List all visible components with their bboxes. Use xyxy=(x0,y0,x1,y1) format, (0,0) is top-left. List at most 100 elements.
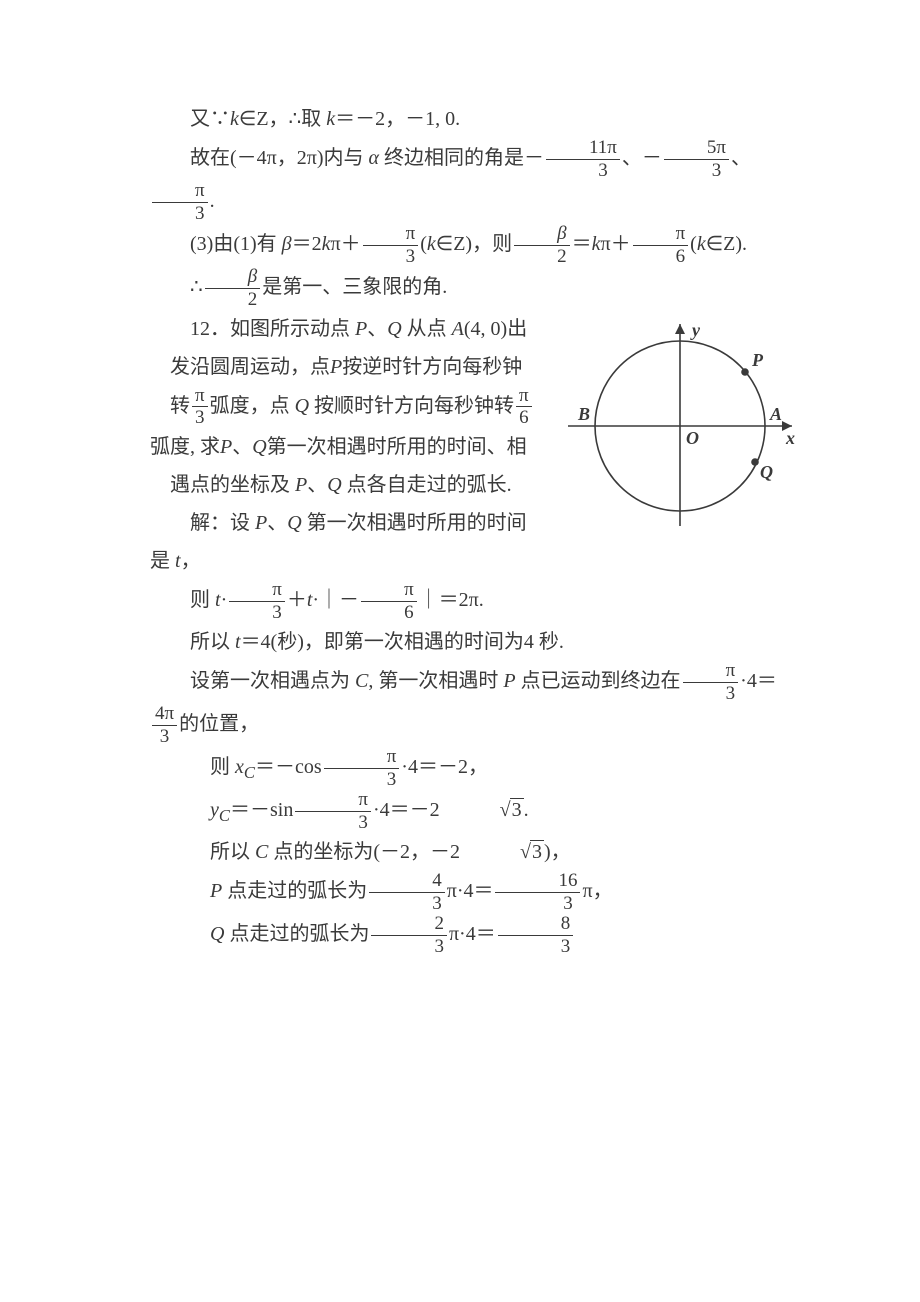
text: ＝2 xyxy=(292,233,322,255)
denominator: 3 xyxy=(192,407,208,428)
text: ｜＝2π. xyxy=(419,589,484,611)
text: 、 xyxy=(307,474,327,496)
text: 是 xyxy=(150,550,175,572)
text: . xyxy=(524,799,529,821)
fraction: π6 xyxy=(633,224,689,267)
var-p: P xyxy=(503,670,515,692)
text: ·4＝－2 xyxy=(373,799,440,821)
text: 、 xyxy=(367,318,387,340)
fraction: 5π3 xyxy=(664,138,729,181)
sqrt: √3 xyxy=(440,791,524,829)
text: ， xyxy=(181,550,201,572)
para-1: 又∵k∈Z，∴取 k＝－2，－1, 0. xyxy=(150,100,800,138)
denominator: 3 xyxy=(152,203,208,224)
text: ∈Z). xyxy=(706,233,747,255)
numerator: β xyxy=(205,267,261,289)
text: 弧度，点 xyxy=(210,395,295,417)
text: π·4＝ xyxy=(449,923,496,945)
numerator: 11π xyxy=(546,138,620,160)
text: ＝－2，－1, 0. xyxy=(335,108,460,130)
sol-eq1: 则 t·π3＋t·｜－π6｜＝2π. xyxy=(150,580,800,623)
text: 、 xyxy=(267,512,287,534)
text: 发沿圆周运动，点 xyxy=(170,356,330,378)
fraction: π3 xyxy=(295,790,371,833)
sol-yc: yC＝－sinπ3·4＝－2√3. xyxy=(150,790,800,833)
denominator: 3 xyxy=(371,936,447,957)
denominator: 3 xyxy=(683,683,739,704)
text: 弧度, 求 xyxy=(150,436,220,458)
text: 设第一次相遇点为 xyxy=(190,670,355,692)
fraction: π3 xyxy=(192,386,208,429)
denominator: 3 xyxy=(152,726,177,747)
text: 又∵ xyxy=(190,108,230,130)
denominator: 3 xyxy=(363,246,419,267)
page: 又∵k∈Z，∴取 k＝－2，－1, 0. 故在(－4π，2π)内与 α 终边相同… xyxy=(0,0,920,1017)
text: 则 xyxy=(190,589,215,611)
label-o: O xyxy=(686,428,699,448)
text: · xyxy=(221,589,228,611)
text: 故在(－4π，2π)内与 xyxy=(190,147,369,169)
fraction: π3 xyxy=(152,181,208,224)
text: 的位置， xyxy=(179,713,259,735)
point-p xyxy=(741,368,749,376)
var-c: C xyxy=(355,670,368,692)
denominator: 6 xyxy=(516,407,532,428)
text: π＋ xyxy=(331,233,361,255)
question-number: 12． xyxy=(190,318,230,340)
fraction: π3 xyxy=(683,661,739,704)
denominator: 3 xyxy=(295,812,371,833)
fraction: 83 xyxy=(498,914,574,957)
text: )， xyxy=(544,841,571,863)
numerator: 2 xyxy=(371,914,447,936)
fraction: 23 xyxy=(371,914,447,957)
figure-wrap: y x P Q A B O xyxy=(560,316,800,549)
numerator: π xyxy=(683,661,739,683)
numerator: π xyxy=(361,580,417,602)
text: ∈Z，∴取 xyxy=(239,108,326,130)
text: ＝－sin xyxy=(230,799,293,821)
text: ( xyxy=(420,233,427,255)
numerator: π xyxy=(633,224,689,246)
fraction: β2 xyxy=(514,224,570,267)
text: ·4＝－2， xyxy=(401,756,488,778)
text: 转 xyxy=(170,395,190,417)
var-p: P xyxy=(220,436,232,458)
numerator: β xyxy=(514,224,570,246)
fraction: π6 xyxy=(361,580,417,623)
text: 所以 xyxy=(190,631,235,653)
var-q: Q xyxy=(387,318,401,340)
text: ＝－cos xyxy=(255,756,322,778)
sol-arc-p: P 点走过的弧长为43π·4＝163π， xyxy=(150,871,800,914)
denominator: 3 xyxy=(664,160,729,181)
numerator: 4π xyxy=(152,704,177,726)
var-q: Q xyxy=(252,436,266,458)
sol-xc: 则 xC＝－cosπ3·4＝－2， xyxy=(150,747,800,790)
label-y: y xyxy=(690,320,701,340)
text: 、 xyxy=(232,436,252,458)
text: 点走过的弧长为 xyxy=(222,880,367,902)
var-p: P xyxy=(330,356,342,378)
fraction: 43 xyxy=(369,871,445,914)
var-k: k xyxy=(427,233,436,255)
fraction: π3 xyxy=(229,580,285,623)
text: 所以 xyxy=(210,841,255,863)
var-k: k xyxy=(697,233,706,255)
circle-diagram: y x P Q A B O xyxy=(560,316,800,536)
para-3: (3)由(1)有 β＝2kπ＋π3(k∈Z)，则β2＝kπ＋π6(k∈Z). xyxy=(150,224,800,267)
sol-line3: 所以 t＝4(秒)，即第一次相遇的时间为4 秒. xyxy=(150,623,800,661)
var-k: k xyxy=(326,108,335,130)
text: ＝4(秒)，即第一次相遇的时间为4 秒. xyxy=(241,631,564,653)
numerator: π xyxy=(229,580,285,602)
text: 如图所示动点 xyxy=(230,318,355,340)
label-b: B xyxy=(577,404,590,424)
numerator: π xyxy=(516,386,532,408)
numerator: π xyxy=(152,181,208,203)
var-p: P xyxy=(255,512,267,534)
denominator: 2 xyxy=(514,246,570,267)
numerator: 4 xyxy=(369,871,445,893)
text: 则 xyxy=(210,756,235,778)
var-p: P xyxy=(355,318,367,340)
text: 遇点的坐标及 xyxy=(170,474,295,496)
text: 按顺时针方向每秒钟转 xyxy=(309,395,514,417)
label-x: x xyxy=(785,428,795,448)
